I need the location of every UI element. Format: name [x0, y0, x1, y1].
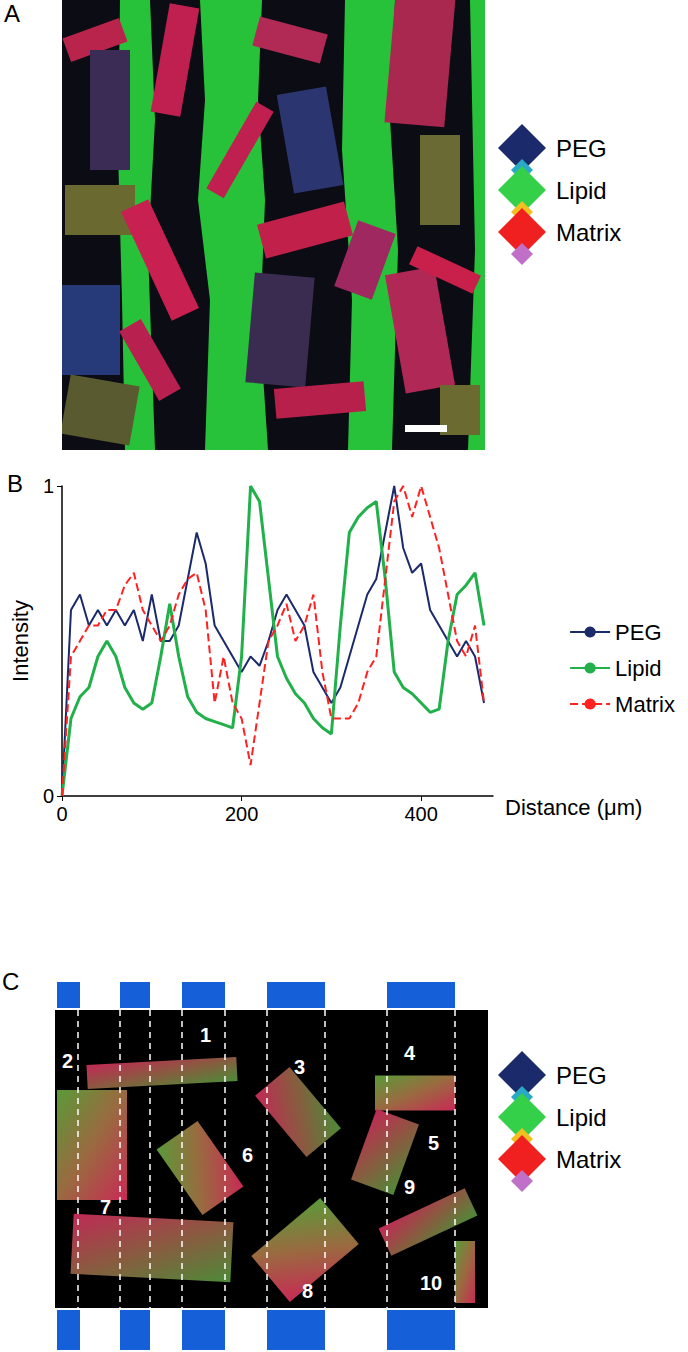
svg-text:0: 0: [43, 785, 54, 807]
svg-text:Lipid: Lipid: [615, 656, 661, 681]
svg-text:PEG: PEG: [615, 620, 661, 645]
svg-text:Matrix: Matrix: [556, 219, 621, 246]
svg-text:Intensity: Intensity: [8, 600, 33, 682]
svg-text:Matrix: Matrix: [556, 1146, 621, 1173]
svg-text:B: B: [7, 470, 23, 497]
svg-text:1: 1: [43, 475, 54, 497]
svg-text:C: C: [2, 968, 19, 995]
svg-text:PEG: PEG: [556, 135, 607, 162]
svg-text:Distance (μm): Distance (μm): [505, 795, 642, 820]
svg-text:Lipid: Lipid: [556, 177, 607, 204]
svg-text:1: 1: [200, 1024, 211, 1046]
svg-text:A: A: [4, 0, 20, 27]
svg-text:Matrix: Matrix: [615, 692, 675, 717]
svg-text:0: 0: [56, 803, 67, 825]
svg-text:200: 200: [225, 803, 258, 825]
svg-text:4: 4: [404, 1042, 416, 1064]
svg-text:7: 7: [100, 1196, 111, 1218]
svg-text:3: 3: [294, 1056, 305, 1078]
svg-text:400: 400: [404, 803, 437, 825]
svg-text:5: 5: [428, 1132, 439, 1154]
svg-text:PEG: PEG: [556, 1062, 607, 1089]
svg-text:6: 6: [242, 1144, 253, 1166]
svg-text:8: 8: [302, 1280, 313, 1302]
svg-text:10: 10: [420, 1272, 442, 1294]
svg-text:9: 9: [404, 1176, 415, 1198]
svg-text:2: 2: [62, 1050, 73, 1072]
svg-text:Lipid: Lipid: [556, 1104, 607, 1131]
